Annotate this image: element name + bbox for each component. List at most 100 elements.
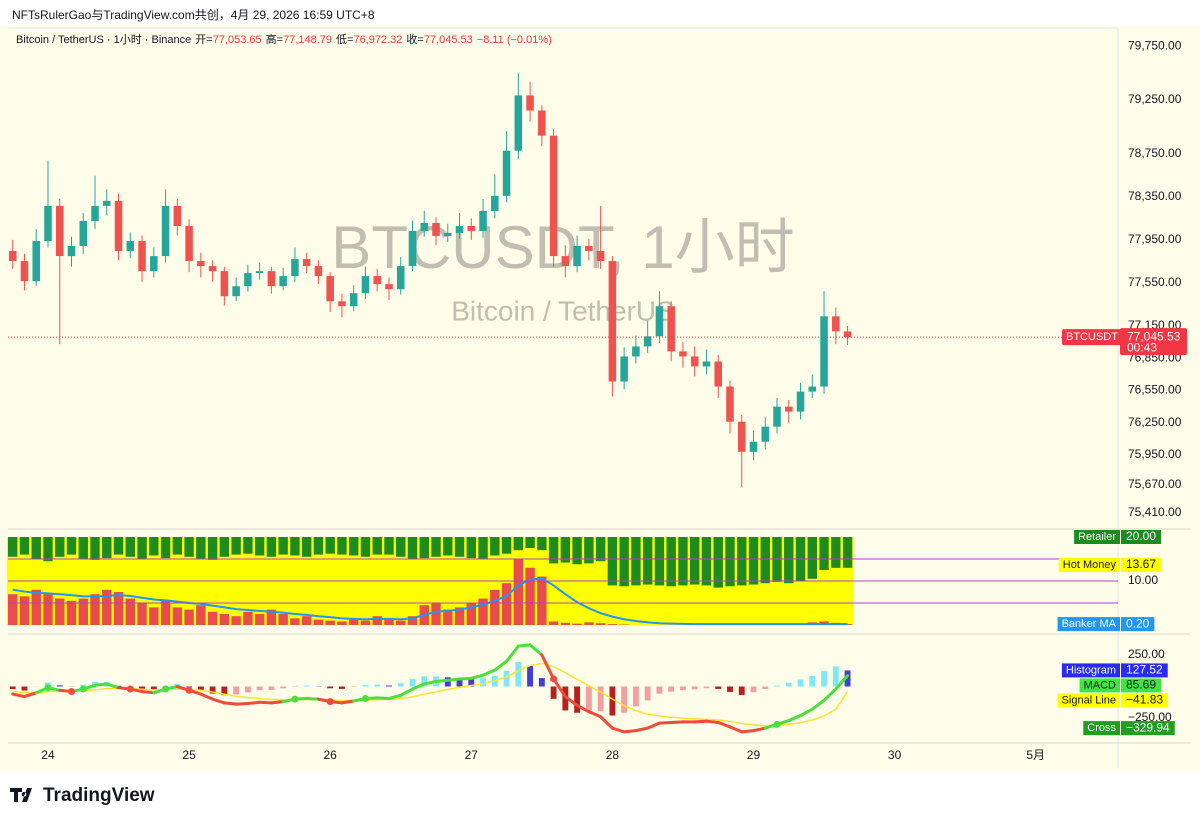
histogram-bar (727, 686, 733, 692)
banker-bar (454, 607, 465, 625)
candle-body (373, 276, 381, 285)
symbol-tag-text: BTCUSDT (1066, 331, 1118, 343)
histogram-bar (139, 686, 145, 689)
indicator-tag-name: Retailer (1078, 531, 1116, 543)
histogram-bar (303, 685, 310, 687)
histogram-bar (750, 686, 757, 693)
watermark-subtitle: Bitcoin / TetherUS (451, 295, 675, 326)
candle-body (761, 426, 770, 442)
candle-body (8, 251, 17, 262)
histogram-bar (386, 685, 392, 687)
retailer-bar (313, 537, 324, 555)
y-tick-label: 76,550.00 (1128, 383, 1182, 397)
indicator-tag-value: 0.20 (1126, 616, 1150, 630)
macd-line (563, 695, 579, 707)
indicator-tag-value-bg (1121, 678, 1162, 693)
macd-line (199, 692, 215, 701)
signal-line (12, 662, 849, 727)
macd-line (704, 719, 720, 724)
banker-bar (219, 614, 230, 625)
retailer-bar (595, 537, 606, 562)
banker-bar (231, 616, 241, 625)
histogram-bar (785, 682, 792, 687)
banker-bar (149, 607, 159, 625)
macd-line (234, 702, 250, 706)
retailer-bar (443, 537, 453, 556)
indicator-tag-bg (1083, 721, 1120, 736)
histogram-bar (421, 676, 428, 687)
candle-body (573, 245, 581, 267)
retailer-bar (301, 537, 312, 557)
histogram-bar (409, 678, 416, 687)
candle-body (702, 361, 711, 367)
macd-line (340, 699, 356, 705)
banker-bar (560, 622, 571, 625)
retailer-bar (572, 537, 582, 565)
candle-body (185, 225, 193, 262)
candle-body (32, 241, 40, 282)
macd-line (634, 726, 650, 733)
macd-line (211, 697, 226, 705)
histogram-bar (456, 678, 463, 687)
candle-body (314, 266, 323, 277)
retailer-bar (631, 537, 641, 586)
retailer-bar (78, 537, 88, 559)
retailer-bar (396, 537, 406, 557)
y-tick-label: 75,670.00 (1128, 477, 1182, 491)
candle-body (208, 266, 217, 272)
indicator-tag-bg (1057, 693, 1120, 708)
retailer-bar (243, 537, 253, 554)
banker-bar (113, 592, 124, 625)
candle-body (232, 286, 240, 297)
histogram-bar (327, 686, 334, 689)
histogram-bar (621, 686, 628, 713)
candle-body (820, 316, 828, 387)
ohlc-value: 77,045.53 (423, 34, 473, 46)
candle-body (632, 346, 640, 357)
retailer-bar (360, 537, 371, 557)
macd-line (246, 700, 262, 706)
candle-body (385, 284, 393, 290)
x-tick-label: 30 (888, 748, 902, 762)
histogram-bar (150, 686, 157, 690)
retailer-bar (384, 537, 394, 555)
banker-bar (396, 620, 406, 625)
banker-bar (90, 594, 100, 625)
histogram-bar (221, 686, 228, 696)
retailer-bar (278, 537, 288, 555)
indicator-tag-value: 13.67 (1126, 557, 1156, 571)
banker-bar (78, 598, 88, 625)
histogram-bar (809, 675, 816, 687)
retailer-bar (137, 537, 147, 559)
macd-line (552, 677, 567, 699)
banker-bar (537, 576, 547, 625)
macd-line (599, 715, 614, 730)
indicator-tag-name: Banker MA (1062, 618, 1117, 630)
banker-bar (184, 609, 194, 625)
candle-body (455, 225, 464, 233)
retailer-bar (184, 537, 194, 557)
retailer-bar (525, 537, 535, 548)
indicator-tag-name: Hot Money (1063, 559, 1117, 571)
histogram-bar (244, 686, 251, 693)
cross-dot (361, 694, 369, 702)
retailer-bar (419, 537, 429, 559)
banker-bar (102, 589, 112, 625)
candle-body (279, 276, 287, 287)
histogram-bar (503, 670, 510, 687)
histogram-bar (562, 686, 569, 711)
banker-bar (360, 620, 371, 625)
candle-body (67, 245, 76, 257)
banker-bar (595, 623, 606, 625)
histogram-bar (762, 686, 769, 690)
histogram-bar (21, 686, 28, 691)
candle-body (667, 306, 675, 352)
banker-bar (443, 609, 453, 625)
candle-body (79, 220, 88, 246)
macd-line (269, 700, 285, 705)
indicator-tag-bg (1058, 557, 1120, 572)
candle-body (349, 293, 358, 307)
candle-body (173, 205, 182, 226)
candle-body (420, 222, 429, 231)
